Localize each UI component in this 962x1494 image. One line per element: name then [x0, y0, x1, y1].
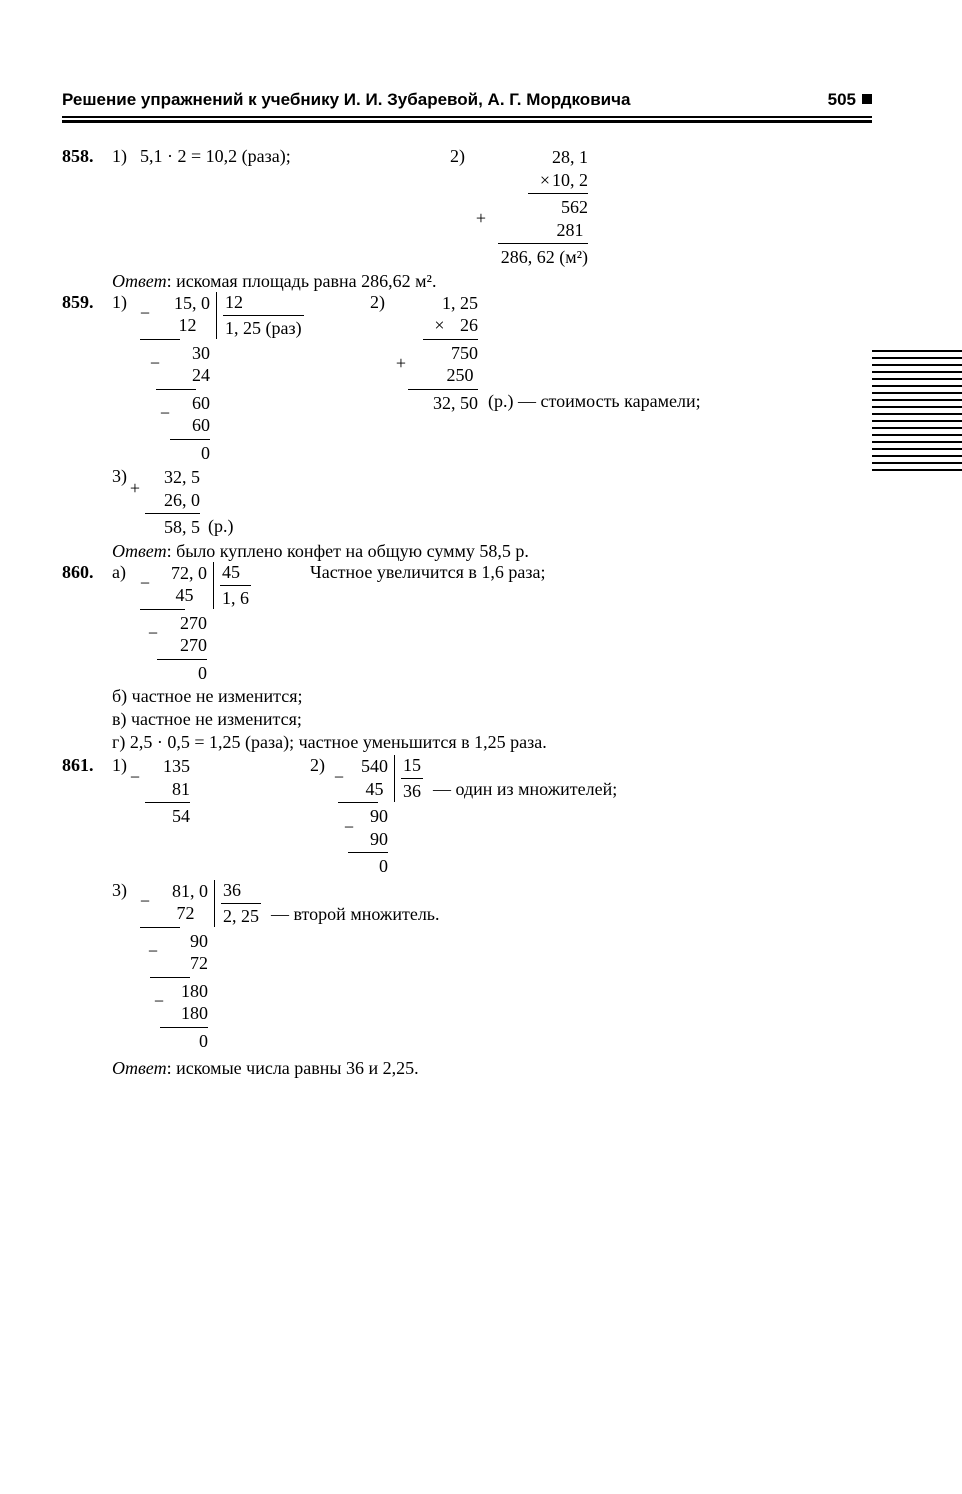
long-division-859-1: 15, 0 − 12 30 − 24 60 − 60 0 12 1, 25 (р… — [140, 292, 370, 465]
part-label: 1) — [112, 146, 140, 167]
part-label: а) — [112, 562, 140, 583]
answer-858: Ответ: искомая площадь равна 286,62 м². — [112, 271, 872, 292]
problem-number: 860. — [62, 562, 112, 583]
long-division-861-2: 540 − 45 90 − 90 0 15 36 — один из множи… — [338, 755, 872, 878]
problem-number: 861. — [62, 755, 112, 776]
column-add-859-3: 32, 5 +26, 0 58, 5 (р.) — [140, 466, 872, 539]
part-label: 2) — [370, 292, 398, 313]
part-label: 3) — [112, 880, 140, 901]
problem-861-part3: 3) 81, 0 − 72 90 − 72 180 − 180 — [62, 880, 872, 1053]
margin-tab-lines — [872, 350, 962, 480]
square-icon — [862, 94, 872, 104]
problem-860: 860. а) 72, 0 − 45 270 − 270 0 45 1, 6 — [62, 562, 872, 685]
part-label: 2) — [450, 146, 478, 167]
problem-859: 859. 1) 15, 0 − 12 30 − 24 60 − 60 0 — [62, 292, 872, 465]
column-sub-861-1: 135 − 81 54 — [140, 755, 310, 828]
problem-number: 859. — [62, 292, 112, 313]
long-division-861-3: 81, 0 − 72 90 − 72 180 − 180 0 36 — [140, 880, 872, 1053]
part-860-b: б) частное не изменится; — [112, 686, 872, 707]
header-title: Решение упражнений к учебнику И. И. Зуба… — [62, 90, 630, 110]
column-mult-859-2: 1, 25 × 26 750 +250 32, 50 (р.) — стоимо… — [398, 292, 872, 415]
problem-858: 858. 1) 5,1 · 2 = 10,2 (раза); 2) 28, 1 … — [62, 146, 872, 269]
problem-number: 858. — [62, 146, 112, 167]
page: Решение упражнений к учебнику И. И. Зуба… — [0, 0, 962, 1494]
part-label: 1) — [112, 292, 140, 313]
page-header: Решение упражнений к учебнику И. И. Зуба… — [62, 90, 872, 118]
column-mult-858-2: 28, 1 ×10, 2 562 +281 286, 62 (м²) — [478, 146, 872, 269]
answer-861: Ответ: искомые числа равны 36 и 2,25. — [112, 1058, 872, 1079]
part-860-c: в) частное не изменится; — [112, 709, 872, 730]
part-860-d: г) 2,5 · 0,5 = 1,25 (раза); частное умен… — [112, 732, 872, 753]
problem-861: 861. 1) 135 − 81 54 2) 540 − 45 90 − — [62, 755, 872, 878]
problem-859-part3: 3) 32, 5 +26, 0 58, 5 (р.) — [62, 466, 872, 539]
long-division-860-a: 72, 0 − 45 270 − 270 0 45 1, 6 — [140, 562, 310, 685]
page-number: 505 — [828, 90, 872, 110]
expr: 5,1 · 2 = 10,2 (раза); — [140, 146, 450, 167]
note-860-a: Частное увеличится в 1,6 раза; — [310, 562, 872, 583]
answer-859: Ответ: было куплено конфет на общую сумм… — [112, 541, 872, 562]
